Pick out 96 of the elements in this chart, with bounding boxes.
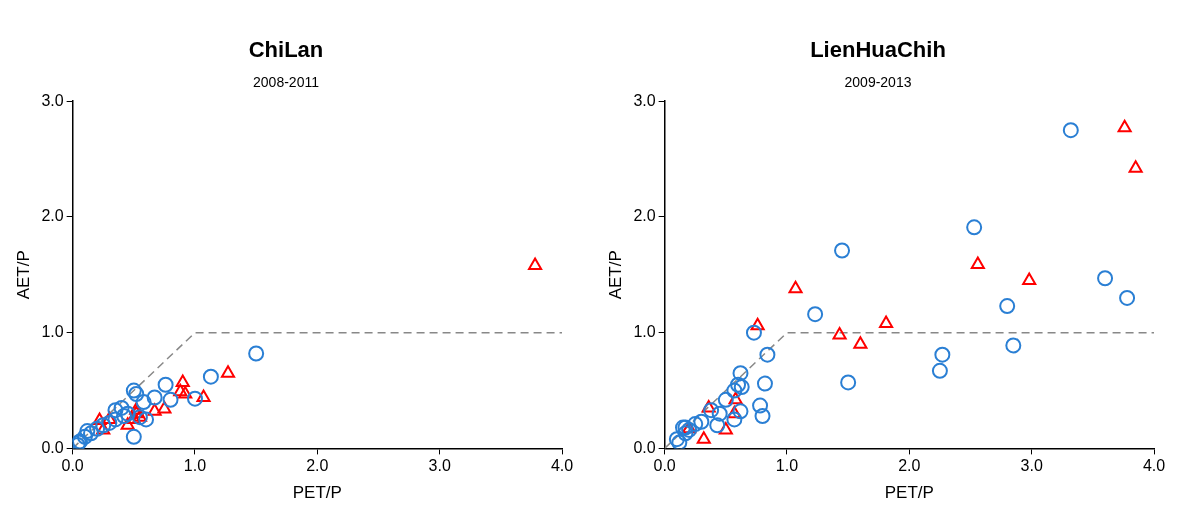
point <box>752 397 769 414</box>
point <box>807 306 824 323</box>
chart-title: LienHuaChih <box>810 37 946 63</box>
point <box>173 383 188 397</box>
point <box>711 405 728 422</box>
point <box>157 401 172 414</box>
point <box>138 411 155 428</box>
point <box>999 298 1016 315</box>
point <box>750 317 765 331</box>
point <box>1005 337 1022 354</box>
x-tick-label: 2.0 <box>898 457 921 475</box>
point <box>745 324 762 341</box>
point <box>528 257 543 271</box>
y-tick-label: 2.0 <box>41 207 64 225</box>
point <box>756 375 773 392</box>
point <box>107 411 124 428</box>
point <box>727 405 742 419</box>
point <box>732 403 749 420</box>
point <box>717 391 734 408</box>
point <box>178 386 193 399</box>
point <box>1119 289 1136 306</box>
point <box>162 391 179 408</box>
y-tick-label: 2.0 <box>633 207 656 225</box>
point <box>966 219 983 236</box>
point <box>1062 122 1079 139</box>
x-tick-label: 3.0 <box>428 457 451 475</box>
point <box>677 425 694 442</box>
point <box>934 346 951 363</box>
point <box>248 345 265 362</box>
chart-title: ChiLan <box>248 37 324 63</box>
x-axis-title: PET/P <box>884 483 934 503</box>
point <box>1097 270 1114 287</box>
point <box>89 420 106 437</box>
point <box>853 336 868 349</box>
point <box>687 416 704 433</box>
point <box>76 428 93 445</box>
point <box>135 394 152 411</box>
x-tick-label: 0.0 <box>653 457 676 475</box>
point <box>970 256 985 269</box>
point <box>718 421 733 435</box>
point <box>681 421 698 438</box>
point <box>202 368 219 385</box>
point <box>703 402 720 419</box>
point <box>1022 272 1037 286</box>
point <box>1128 160 1143 173</box>
point <box>125 382 142 399</box>
point <box>157 376 174 393</box>
point <box>732 365 749 382</box>
point <box>1117 119 1132 133</box>
point <box>728 391 743 405</box>
x-tick-label: 0.0 <box>61 457 84 475</box>
point <box>931 362 948 379</box>
point <box>131 409 148 426</box>
y-axis-title: AET/P <box>605 250 625 300</box>
y-axis-title: AET/P <box>13 250 33 300</box>
point <box>107 402 124 419</box>
x-tick-label: 4.0 <box>550 457 574 475</box>
point <box>220 365 236 378</box>
x-axis-title: PET/P <box>292 483 342 503</box>
point <box>175 374 190 387</box>
point <box>832 326 847 340</box>
point <box>92 412 107 426</box>
x-tick-label: 4.0 <box>1142 457 1166 475</box>
x-tick-label: 1.0 <box>183 457 207 475</box>
point <box>125 428 142 445</box>
y-tick-label: 0.0 <box>633 438 656 456</box>
point <box>701 399 716 413</box>
x-tick-label: 2.0 <box>306 457 329 475</box>
chart-subtitle: 2008-2011 <box>253 73 320 90</box>
point <box>128 386 145 403</box>
point <box>726 411 743 428</box>
y-tick-label: 1.0 <box>633 323 656 341</box>
y-tick-label: 3.0 <box>41 91 64 109</box>
y-tick-label: 0.0 <box>41 438 64 456</box>
point <box>834 242 851 259</box>
point <box>101 414 118 431</box>
point <box>726 382 743 399</box>
x-tick-label: 1.0 <box>775 457 799 475</box>
point <box>146 389 163 406</box>
chart-subtitle: 2009-2013 <box>844 73 912 90</box>
point <box>696 431 711 444</box>
point <box>709 417 726 434</box>
point <box>879 315 894 328</box>
x-tick-label: 3.0 <box>1020 457 1043 475</box>
point <box>693 413 710 430</box>
y-tick-label: 3.0 <box>633 91 656 109</box>
point <box>113 399 130 416</box>
point <box>147 403 162 416</box>
point <box>754 408 771 424</box>
point <box>788 280 803 294</box>
point <box>186 390 203 407</box>
y-tick-label: 1.0 <box>41 323 64 341</box>
point <box>840 374 857 391</box>
point <box>120 417 135 430</box>
point <box>196 389 211 402</box>
point <box>759 346 776 363</box>
